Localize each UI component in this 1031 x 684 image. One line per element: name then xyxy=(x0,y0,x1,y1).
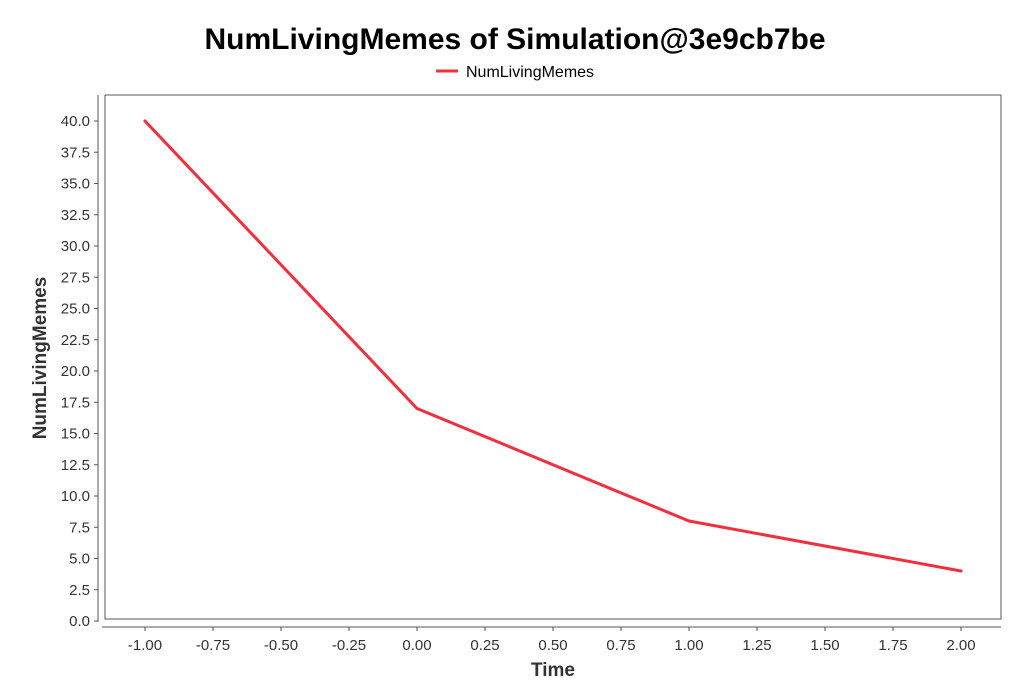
y-tick-label: 15.0 xyxy=(61,426,90,443)
data-point xyxy=(415,407,419,410)
y-tick-label: 35.0 xyxy=(61,176,90,193)
y-tick-label: 40.0 xyxy=(61,113,90,130)
x-tick-label: 2.00 xyxy=(946,637,975,654)
x-tick-label: 0.50 xyxy=(538,637,567,654)
y-tick-label: 30.0 xyxy=(61,238,90,255)
plot-area xyxy=(104,94,1002,620)
y-tick-label: 37.5 xyxy=(61,144,90,161)
legend: NumLivingMemes xyxy=(436,64,594,81)
x-tick-label: -0.25 xyxy=(332,637,366,654)
y-tick-label: 10.0 xyxy=(61,488,90,505)
x-axis-label: Time xyxy=(531,660,575,681)
y-tick-label: 12.5 xyxy=(61,457,90,474)
y-tick-label: 20.0 xyxy=(61,363,90,380)
y-tick-label: 25.0 xyxy=(61,301,90,318)
x-tick-label: -0.75 xyxy=(196,637,230,654)
x-tick-label: 0.00 xyxy=(402,637,431,654)
x-tick-label: -0.50 xyxy=(264,637,298,654)
y-tick-label: 0.0 xyxy=(69,613,90,630)
y-tick-label: 5.0 xyxy=(69,551,90,568)
x-tick-label: -1.00 xyxy=(128,637,162,654)
series-line-numlivingmemes xyxy=(143,119,963,573)
data-point xyxy=(143,119,147,123)
y-tick-label: 7.5 xyxy=(69,519,90,536)
x-tick-label: 1.50 xyxy=(810,637,839,654)
legend-label-numlivingmemes: NumLivingMemes xyxy=(466,64,594,81)
y-tick-label: 22.5 xyxy=(61,332,90,349)
y-tick-label: 2.5 xyxy=(69,582,90,599)
y-tick-label: 32.5 xyxy=(61,207,90,224)
data-point xyxy=(959,569,963,573)
y-tick-label: 27.5 xyxy=(61,269,90,286)
chart-title: NumLivingMemes of Simulation@3e9cb7be xyxy=(204,23,825,56)
data-point xyxy=(687,519,691,523)
x-tick-label: 0.25 xyxy=(470,637,499,654)
series-layer xyxy=(143,119,963,573)
x-tick-label: 0.75 xyxy=(606,637,635,654)
x-tick-label: 1.25 xyxy=(742,637,771,654)
y-axis-ticks: 0.0 2.5 5.0 7.5 10.0 12.5 15.0 17.5 20.0 22.5 25.0… xyxy=(61,113,98,630)
y-tick-label: 17.5 xyxy=(61,394,90,411)
x-tick-label: 1.75 xyxy=(878,637,907,654)
y-axis-label: NumLivingMemes xyxy=(30,277,51,440)
x-axis-ticks: -1.00 -0.75 -0.50 -0.25 0.00 0.25 0.50 0.75 1.00… xyxy=(128,627,976,654)
x-tick-label: 1.00 xyxy=(674,637,703,654)
